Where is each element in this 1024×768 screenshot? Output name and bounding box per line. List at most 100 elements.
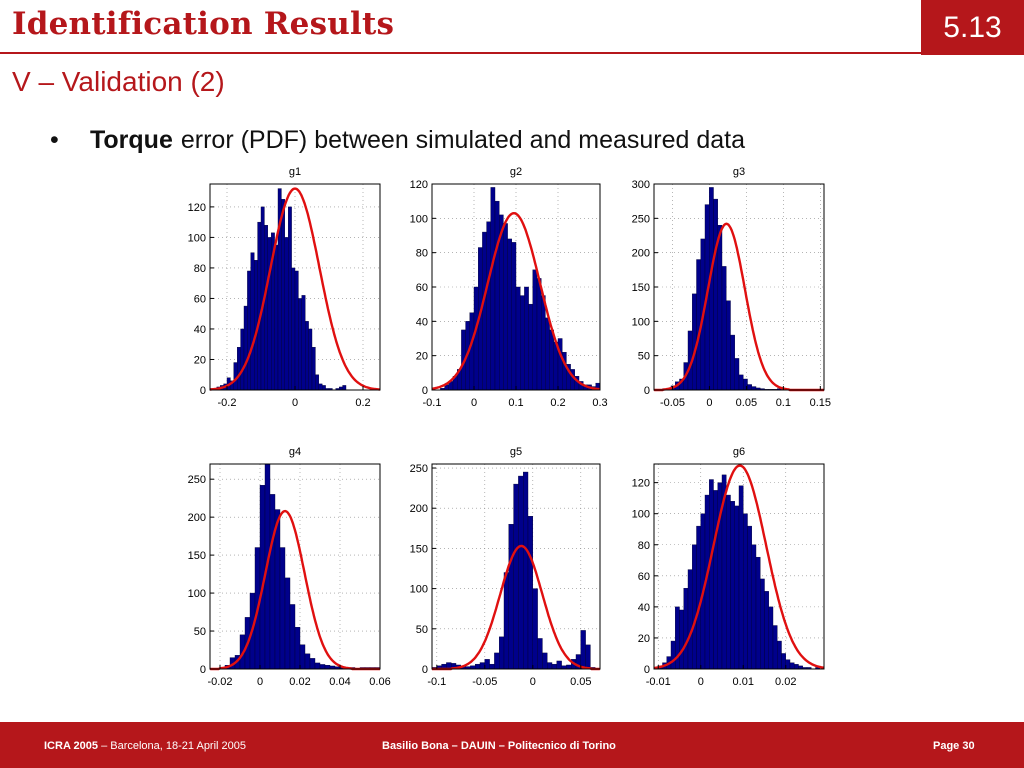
histogram-bar <box>469 312 475 391</box>
histogram-bar <box>679 609 684 670</box>
y-tick-label: 250 <box>410 463 428 475</box>
histogram-bar <box>324 665 331 670</box>
histogram-bar <box>523 471 529 670</box>
histogram-bar <box>489 663 495 670</box>
x-tick-label: -0.05 <box>660 397 685 409</box>
footer-conference-name: ICRA 2005 <box>44 740 99 752</box>
histogram-bar <box>730 334 735 391</box>
bullet-dot-icon: • <box>50 126 59 154</box>
histogram-bar <box>298 298 302 391</box>
axes-frame <box>209 463 381 670</box>
histogram-bar <box>755 556 761 670</box>
y-tick-label: 50 <box>638 351 650 363</box>
histogram-bar <box>528 303 533 391</box>
histogram-bar <box>789 662 795 670</box>
y-tick-label: 60 <box>416 282 428 294</box>
y-tick-label: 60 <box>638 571 650 583</box>
y-tick-label: 100 <box>632 509 650 521</box>
histogram-g3: 0 50 100 150 200 250 300 -0.05 0 0.05 0.1 0.15 g3 <box>632 166 831 409</box>
x-tick-label: 0.15 <box>810 397 831 409</box>
histogram-bar <box>566 664 572 670</box>
histogram-bar <box>764 591 769 670</box>
histogram-bar <box>687 569 693 670</box>
histogram-bar <box>494 652 500 670</box>
histogram-bar <box>692 293 697 391</box>
x-tick-label: 0.05 <box>570 676 591 688</box>
histogram-bar <box>503 572 510 670</box>
histogram-bar <box>274 244 279 391</box>
histogram-bar <box>499 636 505 670</box>
histogram-bar <box>585 644 591 670</box>
x-tick-label: 0 <box>706 397 712 409</box>
histogram-bar <box>768 606 774 670</box>
footer-page-number: Page 30 <box>933 740 975 752</box>
footer-authors: Basilio Bona – DAUIN – Politecnico di To… <box>382 740 616 752</box>
y-tick-label: 200 <box>410 503 428 515</box>
bullet-bold-text: Torque <box>90 126 173 154</box>
footer-bar: ICRA 2005 – Barcelona, 18-21 April 2005 … <box>0 722 1024 768</box>
histogram-bar <box>709 479 714 670</box>
y-tick-label: 0 <box>644 664 650 676</box>
histogram-bar <box>730 501 735 670</box>
x-tick-label: -0.1 <box>427 676 446 688</box>
x-tick-label: -0.02 <box>207 676 232 688</box>
histogram-bar <box>250 252 255 391</box>
histogram-bar <box>304 653 311 670</box>
histogram-bar <box>311 347 316 391</box>
x-tick-label: 0.04 <box>329 676 350 688</box>
title-divider <box>0 52 921 54</box>
histogram-bar <box>726 300 731 391</box>
y-tick-label: 100 <box>188 588 206 600</box>
x-tick-label: 0.02 <box>289 676 310 688</box>
histogram-bar <box>738 485 744 670</box>
histogram-bar <box>291 267 296 391</box>
histogram-bar <box>738 374 744 391</box>
histogram-bar <box>264 224 268 391</box>
histogram-bar <box>747 384 752 391</box>
y-tick-label: 250 <box>188 474 206 486</box>
histogram-bar <box>536 278 542 391</box>
footer-location: – Barcelona, 18-21 April 2005 <box>101 740 247 752</box>
histogram-bar <box>305 321 309 391</box>
histogram-bar <box>484 659 490 670</box>
x-tick-label: 0 <box>471 397 477 409</box>
histogram-bar <box>294 270 299 391</box>
y-tick-label: 120 <box>188 202 206 214</box>
x-tick-label: 0 <box>530 676 536 688</box>
y-tick-label: 80 <box>416 248 428 260</box>
y-tick-label: 100 <box>410 213 428 225</box>
histogram-bar <box>299 644 306 670</box>
histogram-bar <box>274 509 281 670</box>
histogram-bar <box>322 385 326 391</box>
histogram-bar <box>319 664 326 670</box>
histogram-bar <box>785 659 791 670</box>
histogram-bar <box>279 547 286 670</box>
histogram-g1: 0 20 40 60 80 100 120 -0.2 0 0.2 g1 <box>188 166 381 409</box>
histogram-bar <box>482 231 487 391</box>
y-tick-label: 40 <box>416 316 428 328</box>
histogram-bar <box>556 660 562 670</box>
y-tick-label: 40 <box>638 602 650 614</box>
histogram-bar <box>243 305 248 391</box>
x-tick-label: 0.06 <box>369 676 390 688</box>
slide-number-badge: 5.13 <box>921 0 1024 55</box>
chart-title: g1 <box>289 166 301 178</box>
gaussian-fit-curve <box>431 211 601 391</box>
histogram-bar <box>309 658 316 670</box>
x-tick-label: 0 <box>257 676 263 688</box>
histogram-bar <box>751 544 757 670</box>
y-tick-label: 100 <box>632 316 650 328</box>
x-tick-label: 0.01 <box>733 676 754 688</box>
histogram-bar <box>486 221 492 391</box>
histogram-bar <box>532 269 538 391</box>
y-tick-label: 150 <box>632 282 650 294</box>
histogram-g5: 0 50 100 150 200 250 -0.1 -0.05 0 0.05 g5 <box>410 446 601 688</box>
histogram-bar <box>490 187 496 391</box>
y-tick-label: 150 <box>410 543 428 555</box>
histogram-bar <box>520 295 525 391</box>
slide-title: Identification Results <box>12 6 395 42</box>
histogram-bar <box>545 317 550 391</box>
histogram-bar <box>247 270 251 391</box>
